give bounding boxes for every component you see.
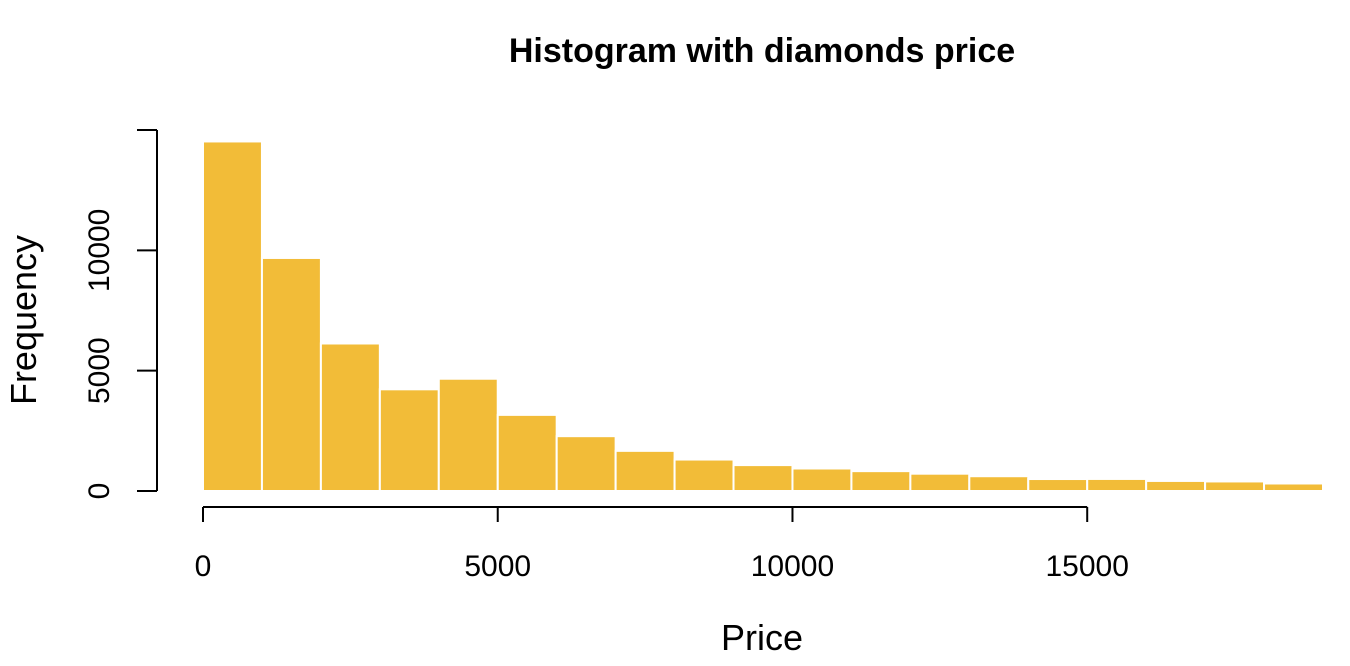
- y-tick-label: 0: [83, 483, 116, 500]
- x-tick-label: 0: [195, 550, 212, 583]
- x-tick-label: 5000: [464, 550, 531, 583]
- histogram-bar: [319, 342, 381, 492]
- histogram-bar: [1145, 479, 1207, 492]
- x-tick-label: 10000: [751, 550, 834, 583]
- histogram-bar: [732, 464, 794, 493]
- histogram-bar: [202, 140, 263, 493]
- histogram-bar: [850, 470, 912, 492]
- x-axis-label: Price: [721, 617, 803, 658]
- histogram-bar: [437, 377, 499, 493]
- histogram-bar: [968, 475, 1030, 492]
- y-tick-label: 5000: [83, 337, 116, 404]
- histogram-bar: [1204, 480, 1266, 492]
- histogram-bar: [1086, 477, 1148, 492]
- histogram-bar: [1263, 482, 1324, 493]
- y-tick-label: 10000: [83, 209, 116, 292]
- y-axis: 0 5000 10000: [83, 129, 158, 500]
- histogram-bar: [1027, 478, 1089, 493]
- x-axis: 0 5000 10000 15000: [195, 506, 1129, 583]
- chart-title: Histogram with diamonds price: [509, 32, 1015, 70]
- histogram-bar: [791, 467, 853, 493]
- histogram-bar: [909, 472, 971, 493]
- histogram-bars: [202, 140, 1324, 493]
- histogram-bar: [555, 435, 617, 493]
- histogram-bar: [260, 256, 322, 492]
- histogram-bar: [614, 449, 676, 493]
- y-axis-label: Frequency: [3, 235, 44, 405]
- histogram-bar: [673, 458, 735, 492]
- histogram-bar: [378, 388, 440, 492]
- x-tick-label: 15000: [1045, 550, 1128, 583]
- histogram-bar: [496, 413, 558, 492]
